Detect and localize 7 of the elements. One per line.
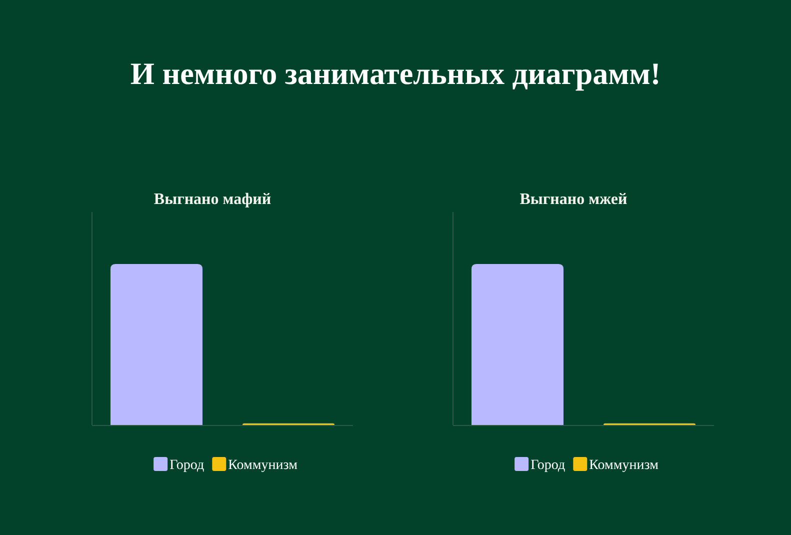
chart-title: Выгнано мжей [520,191,628,208]
text: И немного занимательных диаграмм! [130,56,661,91]
legend-label: Коммунизм [589,458,659,473]
legend-label: Коммунизм [228,458,298,473]
legend-label: Город [170,458,204,473]
chart-title: Выгнано мафий [154,191,272,208]
legend-label: Город [530,458,566,473]
